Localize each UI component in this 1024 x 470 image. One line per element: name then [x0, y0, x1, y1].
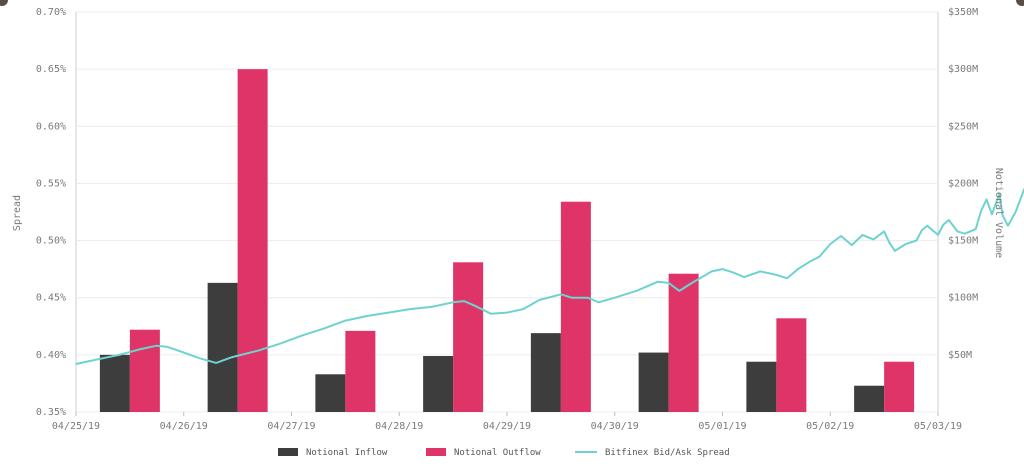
bars: [99, 69, 915, 413]
bar-notional-outflow: [237, 69, 268, 413]
left-tick-label: 0.60%: [36, 121, 66, 132]
legend-label: Notional Inflow: [306, 448, 388, 458]
left-tick-label: 0.55%: [36, 178, 66, 189]
bar-notional-outflow: [129, 329, 160, 412]
right-axis-ticks: $50M $100M $150M $200M $250M $300M $350M: [948, 7, 978, 361]
bar-notional-inflow: [746, 361, 777, 412]
legend: Notional Inflow Notional Outflow Bitfinex …: [278, 448, 730, 458]
bar-notional-inflow: [530, 333, 561, 412]
right-tick-label: $150M: [948, 236, 978, 247]
bar-notional-outflow: [884, 361, 915, 412]
x-axis-ticks: 04/25/19 04/26/19 04/27/19 04/28/19 04/29/19…: [52, 421, 962, 432]
right-tick-label: $250M: [948, 121, 978, 132]
legend-label: Notional Outflow: [454, 448, 541, 458]
window-corner-right: [1016, 0, 1024, 6]
right-tick-label: $300M: [948, 64, 978, 75]
bar-notional-outflow: [668, 273, 699, 412]
bar-notional-inflow: [638, 352, 669, 412]
x-tick-label: 04/25/19: [52, 421, 100, 432]
right-axis-title: Notional Volume: [993, 168, 1004, 258]
right-tick-label: $200M: [948, 178, 978, 189]
bar-notional-inflow: [207, 282, 238, 412]
legend-swatch: [426, 448, 446, 456]
left-axis-title: Spread: [12, 195, 23, 231]
left-tick-label: 0.70%: [36, 7, 66, 18]
bar-notional-inflow: [315, 374, 346, 412]
x-tick-label: 04/27/19: [267, 421, 315, 432]
x-tick-label: 04/29/19: [483, 421, 531, 432]
bar-notional-inflow: [854, 385, 885, 412]
right-tick-label: $100M: [948, 293, 978, 304]
right-tick-label: $50M: [948, 350, 972, 361]
x-tick-label: 05/02/19: [806, 421, 854, 432]
bar-notional-outflow: [453, 262, 484, 412]
spread-line-group: [75, 188, 1024, 365]
bar-notional-outflow: [776, 318, 807, 412]
left-tick-label: 0.65%: [36, 64, 66, 75]
bar-notional-inflow: [99, 354, 130, 412]
left-tick-label: 0.50%: [36, 236, 66, 247]
x-tick-label: 04/30/19: [591, 421, 639, 432]
left-tick-label: 0.45%: [36, 293, 66, 304]
bar-notional-outflow: [345, 330, 376, 412]
window-corner-left: [0, 0, 8, 6]
legend-swatch: [575, 451, 597, 453]
x-tick-label: 04/26/19: [160, 421, 208, 432]
left-tick-label: 0.35%: [36, 407, 66, 418]
spread-line: [75, 188, 1024, 365]
legend-label: Bitfinex Bid/Ask Spread: [605, 448, 730, 458]
legend-swatch: [278, 448, 298, 456]
left-tick-label: 0.40%: [36, 350, 66, 361]
x-tick-label: 05/01/19: [698, 421, 746, 432]
gridlines: [75, 11, 939, 416]
x-tick-label: 05/03/19: [914, 421, 962, 432]
left-axis-ticks: 0.35% 0.40% 0.45% 0.50% 0.55% 0.60% 0.65% 0.70%: [36, 7, 66, 418]
x-tick-label: 04/28/19: [375, 421, 423, 432]
right-tick-label: $350M: [948, 7, 978, 18]
bar-notional-outflow: [560, 201, 591, 412]
bar-notional-inflow: [423, 356, 454, 412]
